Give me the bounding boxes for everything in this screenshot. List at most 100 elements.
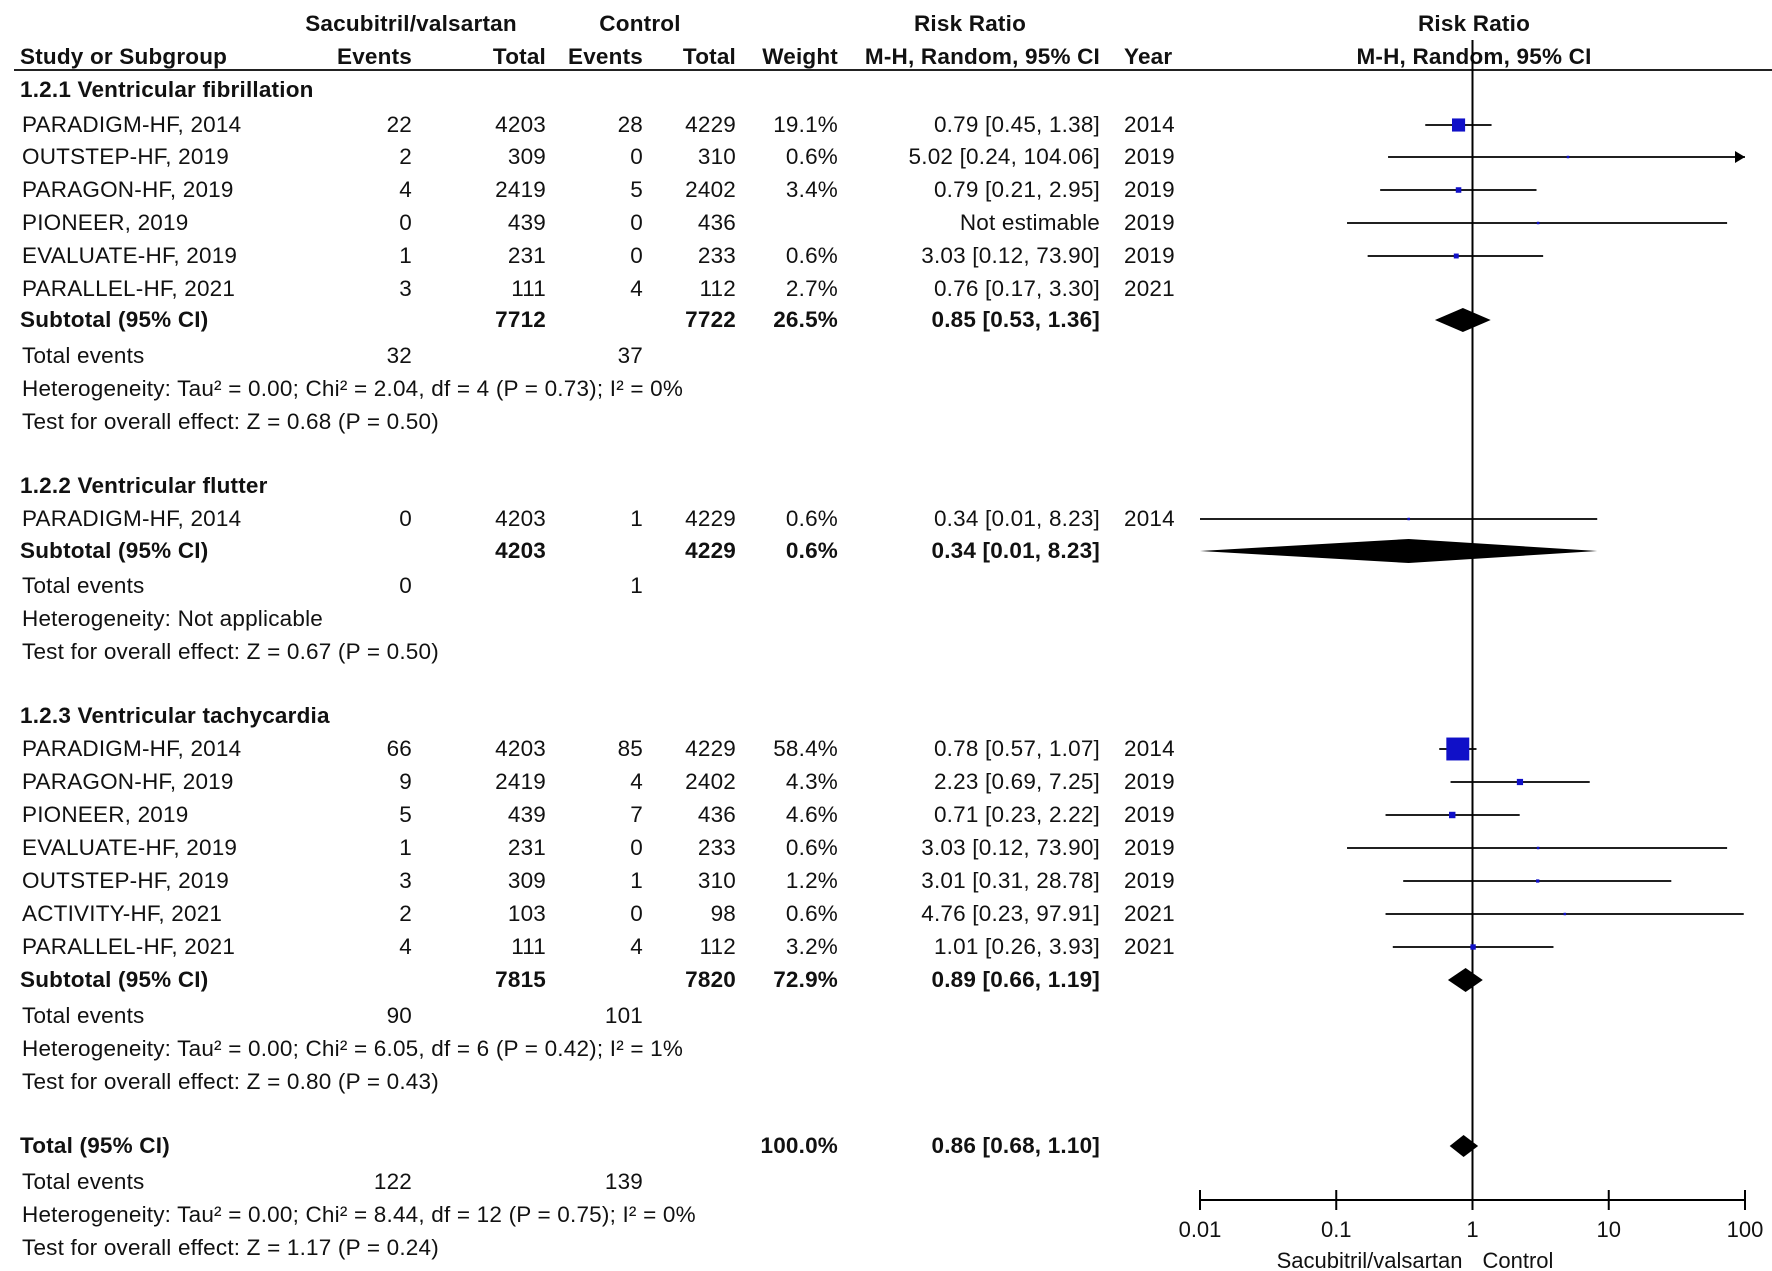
study-events-treatment: 4 (399, 934, 412, 959)
study-weight: 0.6% (785, 506, 838, 531)
study-total-control: 112 (699, 934, 736, 959)
study-events-treatment: 2 (399, 901, 412, 926)
overall-total-label: Total (95% CI) (20, 1133, 170, 1158)
overall-events-control: 139 (604, 1169, 643, 1194)
study-total-control: 4229 (685, 112, 736, 137)
study-events-control: 5 (630, 177, 643, 202)
study-year: 2019 (1124, 177, 1175, 202)
study-events-treatment: 2 (399, 144, 412, 169)
study-year: 2021 (1124, 934, 1175, 959)
study-year: 2021 (1124, 901, 1175, 926)
study-marker (1536, 879, 1540, 883)
study-year: 2019 (1124, 144, 1175, 169)
study-weight: 0.6% (785, 144, 838, 169)
study-name: PARALLEL-HF, 2021 (22, 934, 236, 959)
study-marker (1566, 155, 1570, 159)
col-header-study: Study or Subgroup (20, 44, 228, 69)
study-name: OUTSTEP-HF, 2019 (22, 868, 230, 893)
study-name: PIONEER, 2019 (22, 210, 189, 235)
subtotal-label: Subtotal (95% CI) (20, 307, 209, 332)
ci-arrow (1735, 151, 1745, 163)
x-tick-label: 1 (1466, 1217, 1478, 1242)
study-total-treatment: 439 (507, 210, 546, 235)
study-weight: 1.2% (785, 868, 838, 893)
study-total-treatment: 111 (511, 934, 546, 959)
col-header-ci: M-H, Random, 95% CI (864, 44, 1100, 69)
total-events-control: 1 (630, 573, 643, 598)
col-header-year: Year (1124, 44, 1173, 69)
study-name: PARADIGM-HF, 2014 (22, 506, 242, 531)
subgroup-title: 1.2.2 Ventricular flutter (20, 473, 268, 498)
plot-header-ci: M-H, Random, 95% CI (1356, 44, 1592, 69)
subtotal-label: Subtotal (95% CI) (20, 967, 209, 992)
total-events-control: 101 (604, 1003, 643, 1028)
study-total-control: 4229 (685, 736, 736, 761)
study-year: 2019 (1124, 769, 1175, 794)
study-marker (1449, 811, 1456, 819)
header-divider (14, 69, 1772, 71)
study-total-control: 2402 (685, 769, 736, 794)
plot-header-title: Risk Ratio (1417, 11, 1531, 36)
study-total-treatment: 439 (507, 802, 546, 827)
overall-events-treatment: 122 (373, 1169, 412, 1194)
study-marker (1516, 778, 1524, 786)
subtotal-total-control: 7722 (685, 307, 736, 332)
study-events-control: 0 (630, 144, 643, 169)
x-tick-label: 0.1 (1321, 1217, 1352, 1242)
subtotal-weight: 26.5% (773, 307, 838, 332)
study-weight: 3.2% (785, 934, 838, 959)
x-tick-label: 0.01 (1179, 1217, 1222, 1242)
study-total-treatment: 2419 (495, 769, 546, 794)
study-weight: 0.6% (785, 243, 838, 268)
subgroup-title: 1.2.3 Ventricular tachycardia (20, 703, 330, 728)
study-events-control: 4 (630, 769, 643, 794)
study-marker (1470, 944, 1476, 950)
study-name: PARAGON-HF, 2019 (22, 769, 234, 794)
total-events-label: Total events (22, 1003, 145, 1028)
study-risk-ratio-ci: 0.78 [0.57, 1.07] (933, 736, 1100, 761)
subtotal-diamond (1200, 539, 1598, 563)
study-weight: 4.6% (785, 802, 838, 827)
col-header-events-1: Events (337, 44, 412, 69)
favours-left-label: Sacubitril/valsartan (1277, 1248, 1463, 1271)
study-risk-ratio-ci: 3.03 [0.12, 73.90] (921, 835, 1100, 860)
x-tick-label: 10 (1597, 1217, 1621, 1242)
study-events-control: 0 (630, 210, 643, 235)
study-risk-ratio-ci: 4.76 [0.23, 97.91] (921, 901, 1100, 926)
study-events-treatment: 4 (399, 177, 412, 202)
overall-total-ci: 0.86 [0.68, 1.10] (931, 1133, 1100, 1158)
total-diamond (1449, 1135, 1479, 1157)
subtotal-total-control: 7820 (685, 967, 736, 992)
col-header-total-1: Total (492, 44, 546, 69)
study-name: OUTSTEP-HF, 2019 (22, 144, 230, 169)
study-year: 2019 (1124, 802, 1175, 827)
study-events-treatment: 3 (399, 276, 412, 301)
study-events-control: 7 (630, 802, 643, 827)
subtotal-risk-ratio-ci: 0.85 [0.53, 1.36] (931, 307, 1100, 332)
study-marker (1453, 253, 1459, 259)
heterogeneity-text: Heterogeneity: Tau² = 0.00; Chi² = 2.04,… (22, 376, 684, 401)
study-marker (1455, 187, 1462, 193)
study-risk-ratio-ci: 0.34 [0.01, 8.23] (933, 506, 1100, 531)
study-year: 2019 (1124, 210, 1175, 235)
subgroup-title: 1.2.1 Ventricular fibrillation (20, 77, 314, 102)
x-tick-label: 100 (1727, 1217, 1764, 1242)
study-events-control: 0 (630, 243, 643, 268)
study-events-control: 1 (630, 506, 643, 531)
group-header-treatment: Sacubitril/valsartan (305, 11, 517, 36)
study-total-control: 4229 (685, 506, 736, 531)
group-header-control: Control (599, 11, 681, 36)
study-year: 2014 (1124, 736, 1175, 761)
study-year: 2019 (1124, 835, 1175, 860)
col-header-weight: Weight (762, 44, 838, 69)
study-events-control: 28 (617, 112, 643, 137)
study-total-treatment: 231 (507, 835, 546, 860)
study-events-control: 1 (630, 868, 643, 893)
overall-heterogeneity-text: Heterogeneity: Tau² = 0.00; Chi² = 8.44,… (22, 1202, 696, 1227)
study-weight: 4.3% (785, 769, 838, 794)
study-total-control: 233 (697, 835, 736, 860)
total-events-treatment: 32 (386, 343, 412, 368)
study-total-treatment: 231 (507, 243, 546, 268)
